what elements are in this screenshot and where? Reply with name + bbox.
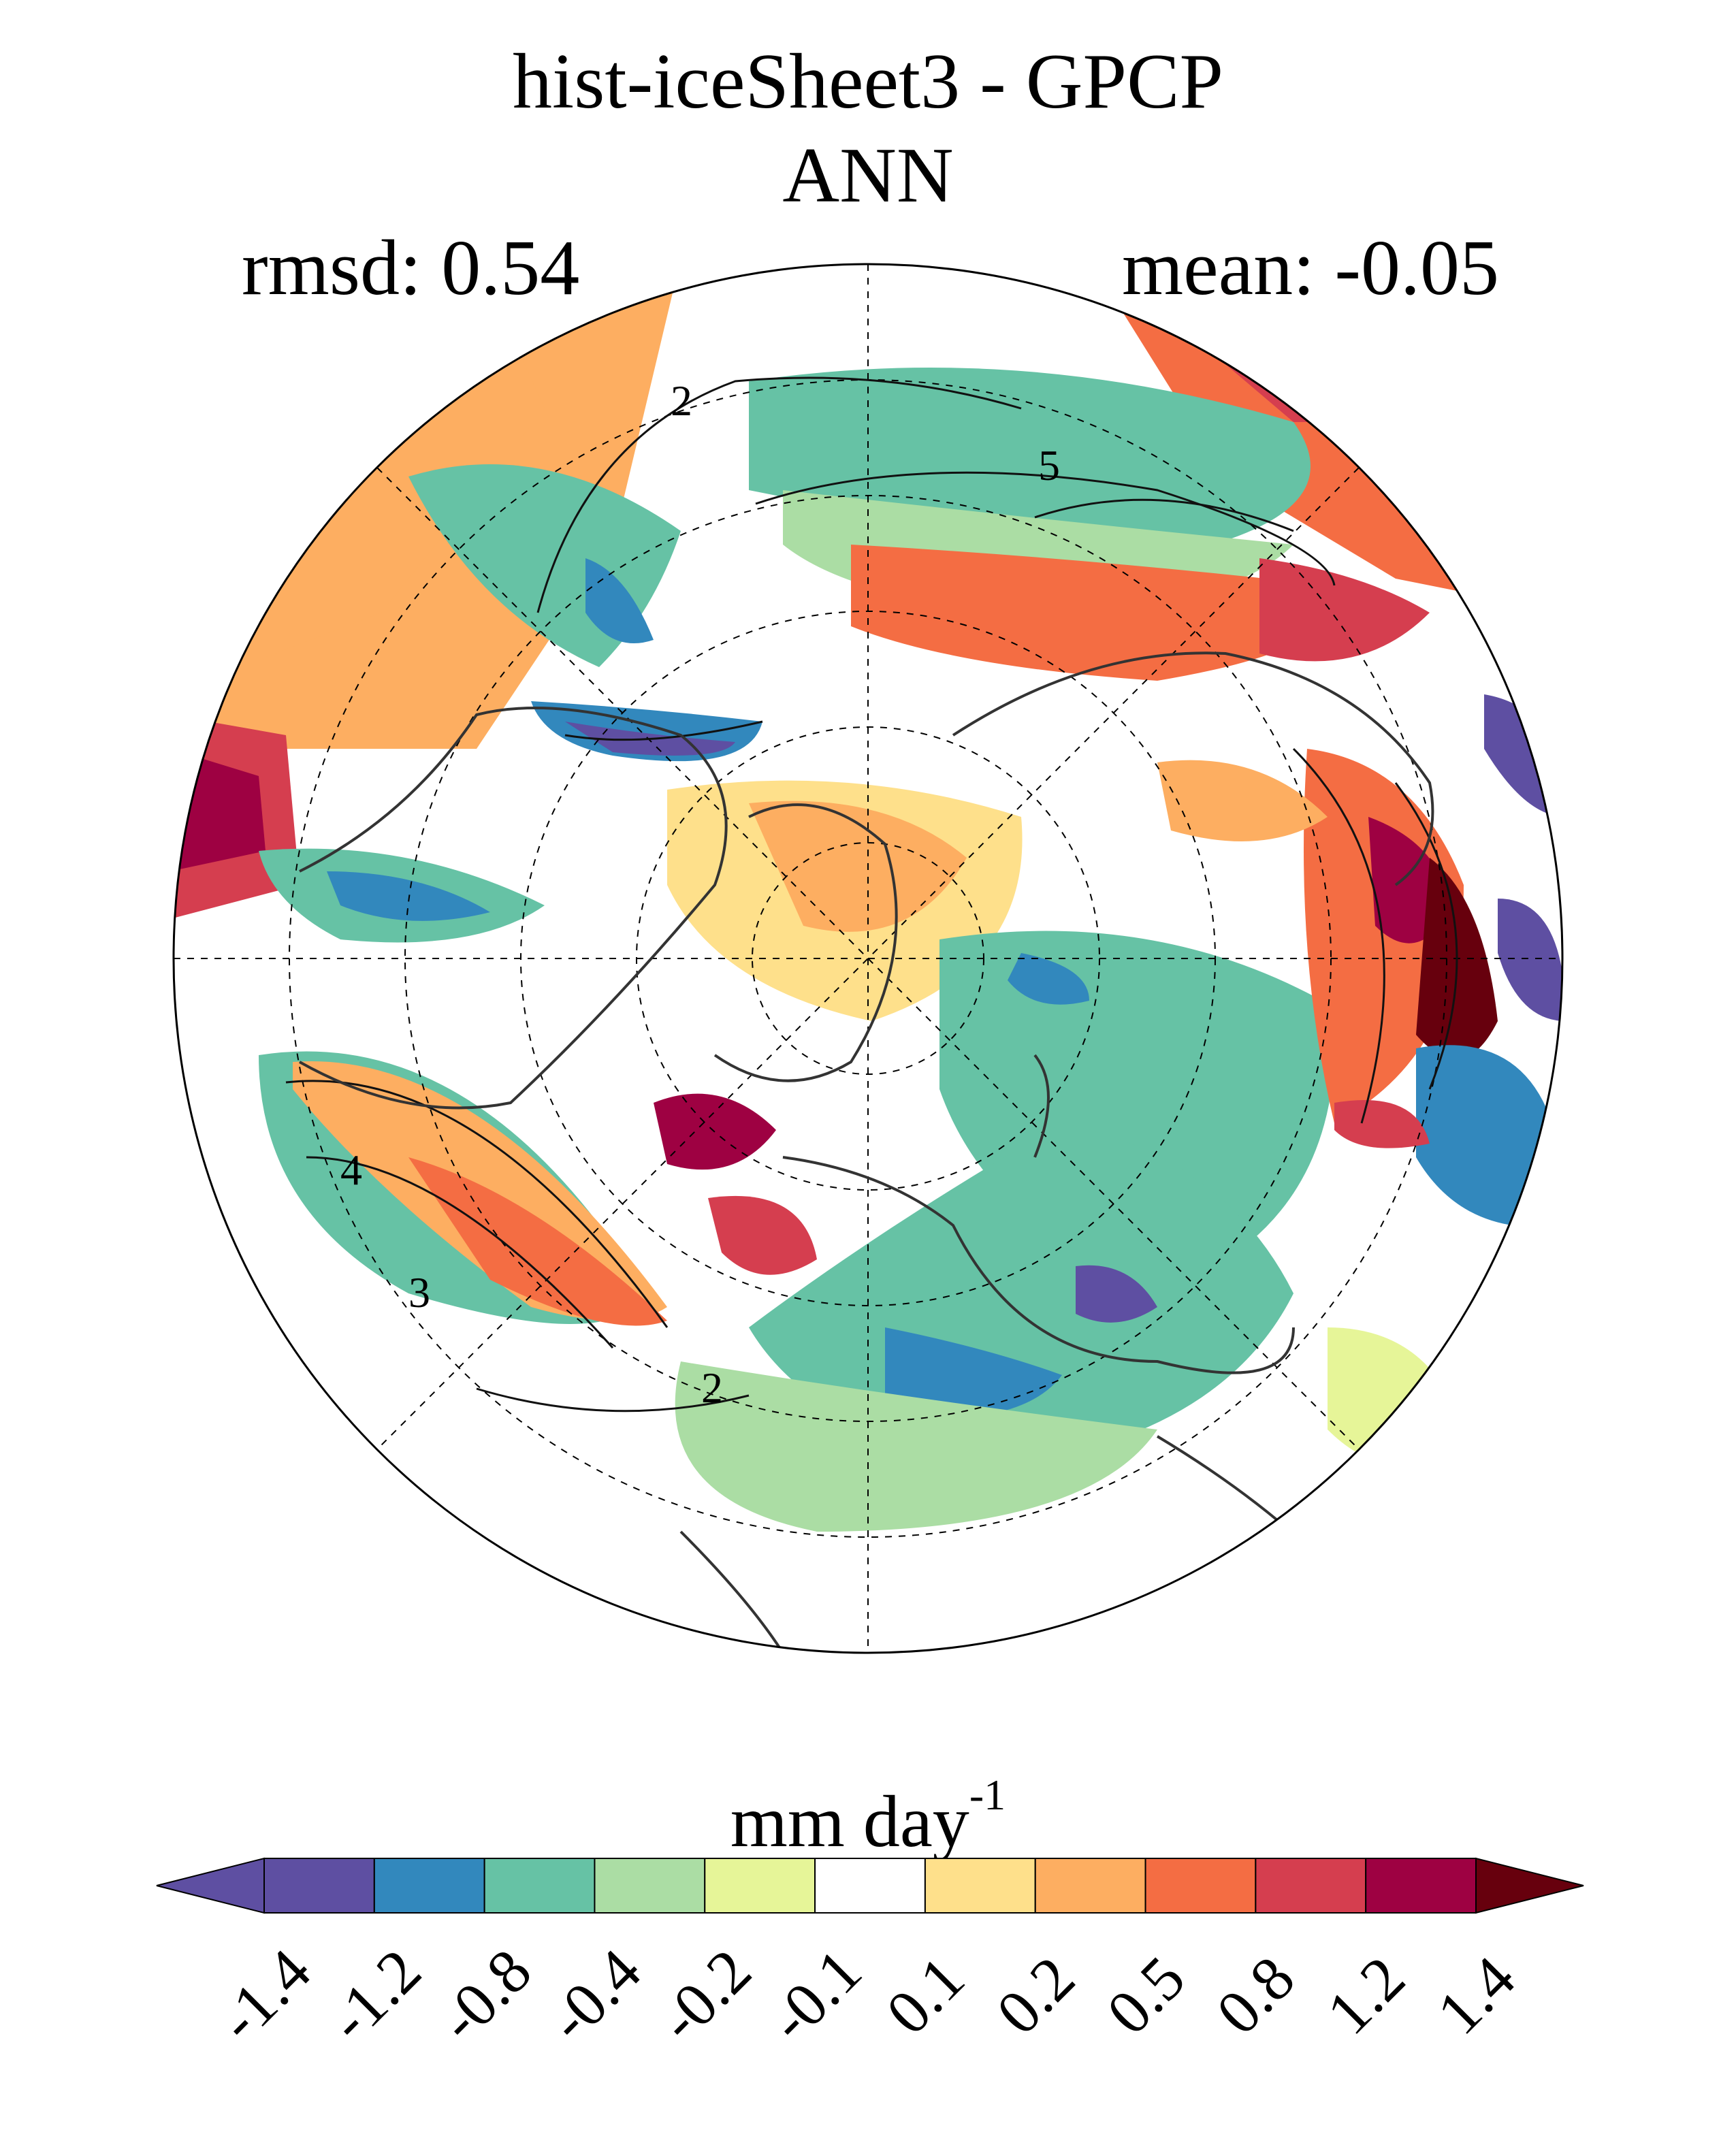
contour-label: 5 [1038,441,1060,489]
colorbar-swatch [814,1858,926,1914]
coastlines [299,651,1434,1653]
colorbar-tick-label: 0.8 [1203,1943,1308,2048]
colorbar-swatch [1144,1858,1257,1914]
rmsd-stat: rmsd: 0.54 [242,225,580,312]
colorbar-tick-label: -0.4 [534,1935,655,2055]
colorbar-swatch [1365,1858,1477,1914]
colorbar-tick-label: 0.1 [873,1943,978,2048]
colorbar-tick-label: -1.4 [204,1935,324,2055]
polar-map: 2 5 4 3 2 [172,263,1564,1654]
colorbar-tick-label: 0.5 [1093,1943,1198,2048]
colorbar-swatch [373,1858,485,1914]
colorbar-tick-label: 1.4 [1424,1943,1528,2048]
colorbar-units: mm day-1 [730,1771,1006,1862]
climatology-contours [285,376,1458,1413]
colorbar-swatch [594,1858,706,1914]
colorbar-swatch [1034,1858,1146,1914]
colorbar-tick-label: -1.2 [315,1935,434,2055]
contour-label: 2 [671,376,692,425]
mean-stat: mean: -0.05 [1121,225,1499,312]
colorbar-tick-label: -0.2 [645,1935,765,2055]
colorbar-swatch [483,1858,596,1914]
colorbar [156,1857,1584,1914]
map-boundary [172,263,1564,1654]
map-title: hist-iceSheet3 - GPCP [513,38,1223,125]
season-label: ANN [782,132,954,219]
colorbar-swatch [263,1858,375,1914]
colorbar-swatch [704,1858,816,1914]
colorbar-tick-label: -0.8 [425,1935,545,2055]
colorbar-tick-label: -0.1 [755,1935,875,2055]
contour-label: 4 [340,1146,362,1194]
contour-label: 2 [701,1363,723,1412]
colorbar-swatch [1255,1858,1367,1914]
contour-labels: 2 5 4 3 2 [340,376,1060,1412]
colorbar-max-arrow [1475,1857,1584,1914]
contour-label: 3 [408,1268,430,1317]
colorbar-tick-label: 0.2 [982,1943,1088,2048]
colorbar-tick-label: 1.2 [1313,1943,1418,2048]
colorbar-swatch [924,1858,1036,1914]
colorbar-min-arrow [156,1857,265,1914]
